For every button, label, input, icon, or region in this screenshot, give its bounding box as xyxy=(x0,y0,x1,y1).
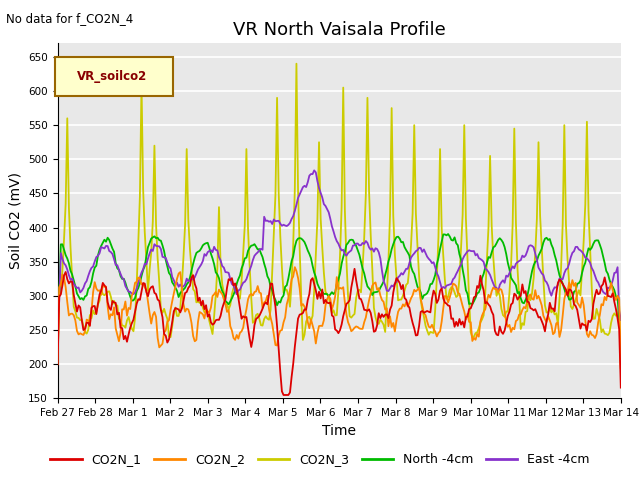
X-axis label: Time: Time xyxy=(322,424,356,438)
FancyBboxPatch shape xyxy=(55,58,173,96)
Text: VR_soilco2: VR_soilco2 xyxy=(77,71,147,84)
Text: No data for f_CO2N_4: No data for f_CO2N_4 xyxy=(6,12,134,25)
Legend: CO2N_1, CO2N_2, CO2N_3, North -4cm, East -4cm: CO2N_1, CO2N_2, CO2N_3, North -4cm, East… xyxy=(45,448,595,471)
Y-axis label: Soil CO2 (mV): Soil CO2 (mV) xyxy=(8,172,22,269)
Title: VR North Vaisala Profile: VR North Vaisala Profile xyxy=(233,21,445,39)
